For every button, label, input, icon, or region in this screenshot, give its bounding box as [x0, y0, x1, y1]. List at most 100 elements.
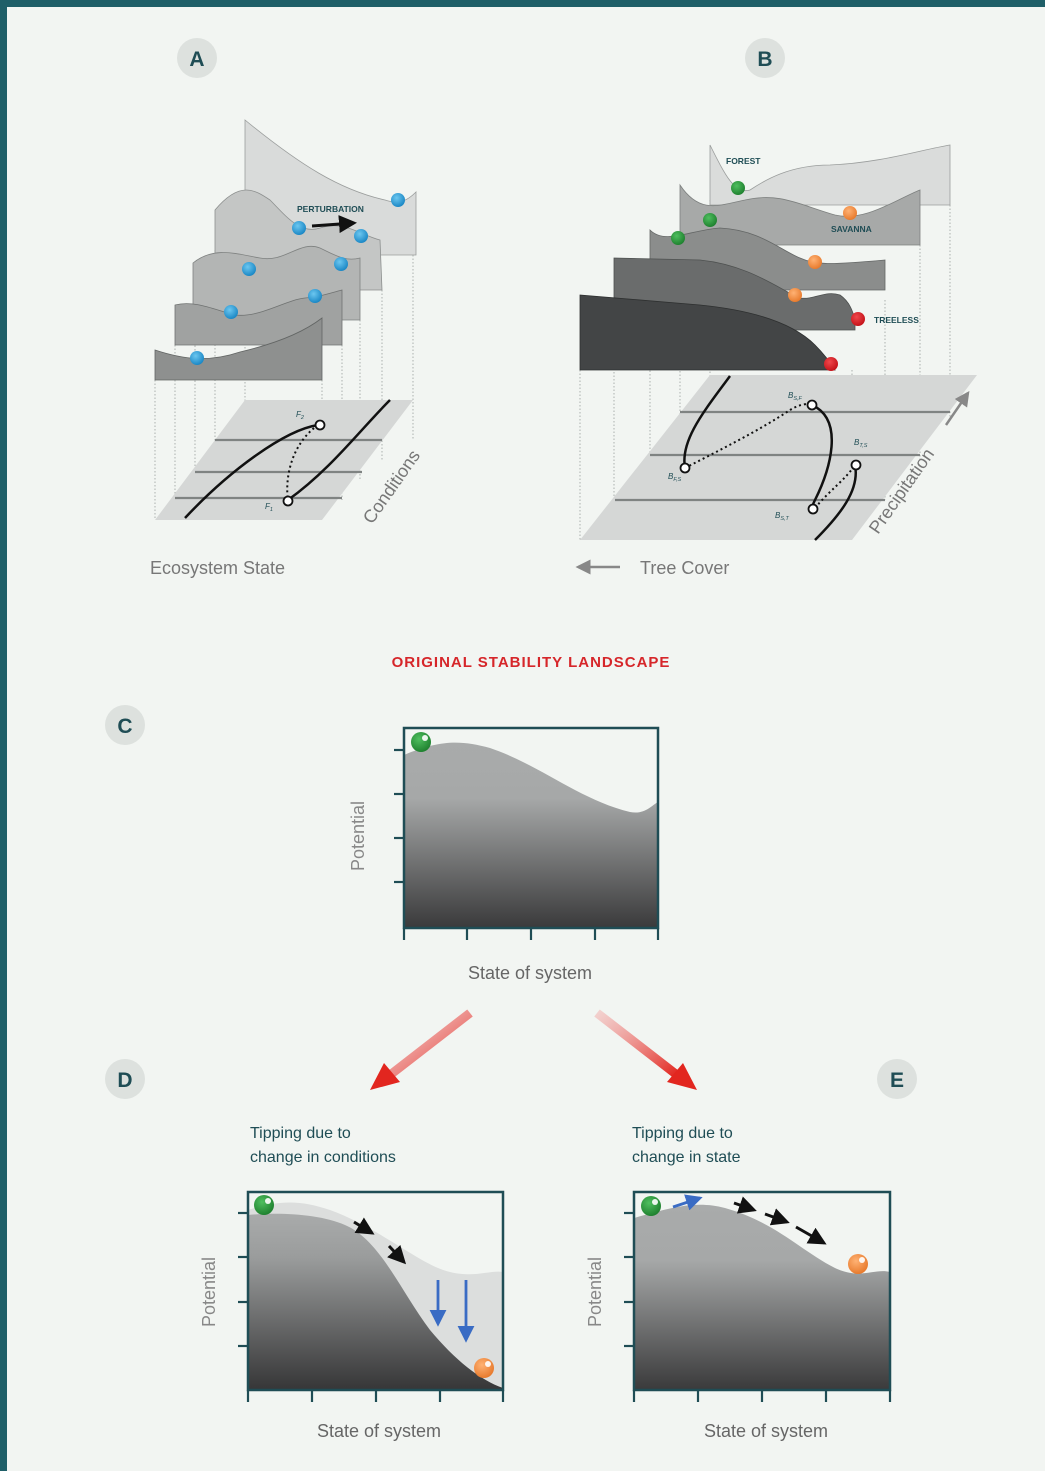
- floor-plane-a: [155, 400, 413, 520]
- caption-e-line2: change in state: [632, 1149, 741, 1166]
- green-ball: [731, 181, 745, 195]
- axis-label-tree-cover: Tree Cover: [640, 558, 729, 578]
- black-arrow: [353, 1217, 375, 1235]
- panel-d: D Tipping due to change in conditions Po…: [105, 1059, 505, 1441]
- perturbation-arrow: [311, 215, 357, 234]
- caption-e-line1: Tipping due to: [632, 1125, 733, 1142]
- blue-ball: [334, 257, 348, 271]
- panel-e: E Tipping due to change in state Potenti…: [585, 1059, 917, 1441]
- bifurcation-point: [314, 419, 326, 431]
- orange-ball: [808, 255, 822, 269]
- blue-ball: [292, 221, 306, 235]
- ticks-d: [238, 1211, 505, 1402]
- panel-a: A PERTURBATION: [150, 38, 424, 578]
- red-arrow-left: [387, 1009, 473, 1079]
- panel-d-badge: [105, 1059, 145, 1099]
- forest-label: FOREST: [726, 156, 761, 166]
- slice-b-2: [679, 183, 921, 246]
- ball-highlight: [265, 1198, 271, 1204]
- black-arrow: [795, 1225, 827, 1245]
- axis-label-ecosystem-state: Ecosystem State: [150, 558, 285, 578]
- ball-highlight: [859, 1257, 865, 1263]
- panel-d-letter: D: [117, 1069, 132, 1092]
- bts-label: BT,S: [854, 438, 868, 449]
- landscape-d: [248, 1213, 503, 1390]
- ylabel-e: Potential: [585, 1257, 605, 1327]
- panel-b-letter: B: [757, 48, 772, 71]
- panel-e-letter: E: [890, 1069, 904, 1092]
- treeless-branch: [814, 464, 858, 541]
- black-arrow: [733, 1196, 757, 1214]
- orange-ball: [788, 288, 802, 302]
- floor-gridlines-b: [615, 410, 950, 502]
- f1-label: F1: [265, 502, 273, 513]
- ylabel-c: Potential: [348, 801, 368, 871]
- blue-ball: [242, 262, 256, 276]
- bifurcation-point: [282, 495, 294, 507]
- section-title: ORIGINAL STABILITY LANDSCAPE: [392, 654, 671, 671]
- floor-plane-b: [580, 375, 977, 540]
- lower-branch: [287, 399, 391, 502]
- black-arrow: [387, 1244, 407, 1265]
- ticks-c: [394, 748, 660, 940]
- ball-highlight: [422, 735, 428, 741]
- red-ball: [851, 312, 865, 326]
- orange-ball: [848, 1254, 868, 1274]
- bifurcation-point: [850, 459, 862, 471]
- bifurcation-point: [679, 462, 691, 474]
- blue-ball: [190, 351, 204, 365]
- f2-label: F2: [296, 410, 304, 421]
- panel-b: B FOREST SAVANNA TREELESS: [575, 38, 977, 578]
- orange-ball: [474, 1358, 494, 1378]
- xlabel-d: State of system: [317, 1421, 441, 1441]
- green-ball: [671, 231, 685, 245]
- blue-ball: [224, 305, 238, 319]
- bifurcation-point: [807, 503, 819, 515]
- ylabel-d: Potential: [199, 1257, 219, 1327]
- green-ball: [411, 732, 431, 752]
- black-arrow: [764, 1208, 790, 1226]
- red-ball: [824, 357, 838, 371]
- orange-ball: [843, 206, 857, 220]
- blue-ball: [391, 193, 405, 207]
- panel-a-letter: A: [189, 48, 204, 71]
- ball-highlight: [652, 1199, 658, 1205]
- xlabel-e: State of system: [704, 1421, 828, 1441]
- landscape-e: [634, 1204, 890, 1390]
- upper-branch: [184, 423, 319, 519]
- red-arrow-right-head: [667, 1063, 697, 1090]
- panel-c-badge: [105, 705, 145, 745]
- red-arrow-left-head: [370, 1063, 400, 1090]
- bfs-label: BF,S: [668, 472, 682, 483]
- perturbation-label: PERTURBATION: [297, 204, 364, 214]
- precipitation-arrow: [944, 390, 970, 426]
- bst-label: BS,T: [775, 511, 790, 522]
- blue-ball: [308, 289, 322, 303]
- ticks-e: [624, 1211, 892, 1402]
- unstable-branch: [286, 424, 319, 501]
- figure-panel: [7, 7, 1045, 1471]
- landscape-c: [404, 742, 658, 928]
- panel-e-badge: [877, 1059, 917, 1099]
- panel-b-badge: [745, 38, 785, 78]
- unstable-branch-st: [814, 464, 856, 509]
- bifurcation-point: [806, 399, 818, 411]
- panel-c: C Potential State of system: [105, 705, 660, 983]
- treeless-label: TREELESS: [874, 315, 919, 325]
- savanna-label: SAVANNA: [831, 224, 872, 234]
- caption-d-line1: Tipping due to: [250, 1125, 351, 1142]
- panel-c-letter: C: [117, 715, 132, 738]
- forest-branch: [683, 375, 732, 469]
- green-ball: [641, 1196, 661, 1216]
- caption-d-line2: change in conditions: [250, 1149, 396, 1166]
- ball-highlight: [485, 1361, 491, 1367]
- xlabel-c: State of system: [468, 963, 592, 983]
- green-ball: [254, 1195, 274, 1215]
- panel-a-badge: [177, 38, 217, 78]
- blue-arrow: [672, 1194, 703, 1211]
- blue-ball: [354, 229, 368, 243]
- bsf-label: BS,F: [788, 391, 803, 402]
- red-arrow-right: [594, 1009, 680, 1079]
- unstable-branch-fs: [684, 403, 813, 469]
